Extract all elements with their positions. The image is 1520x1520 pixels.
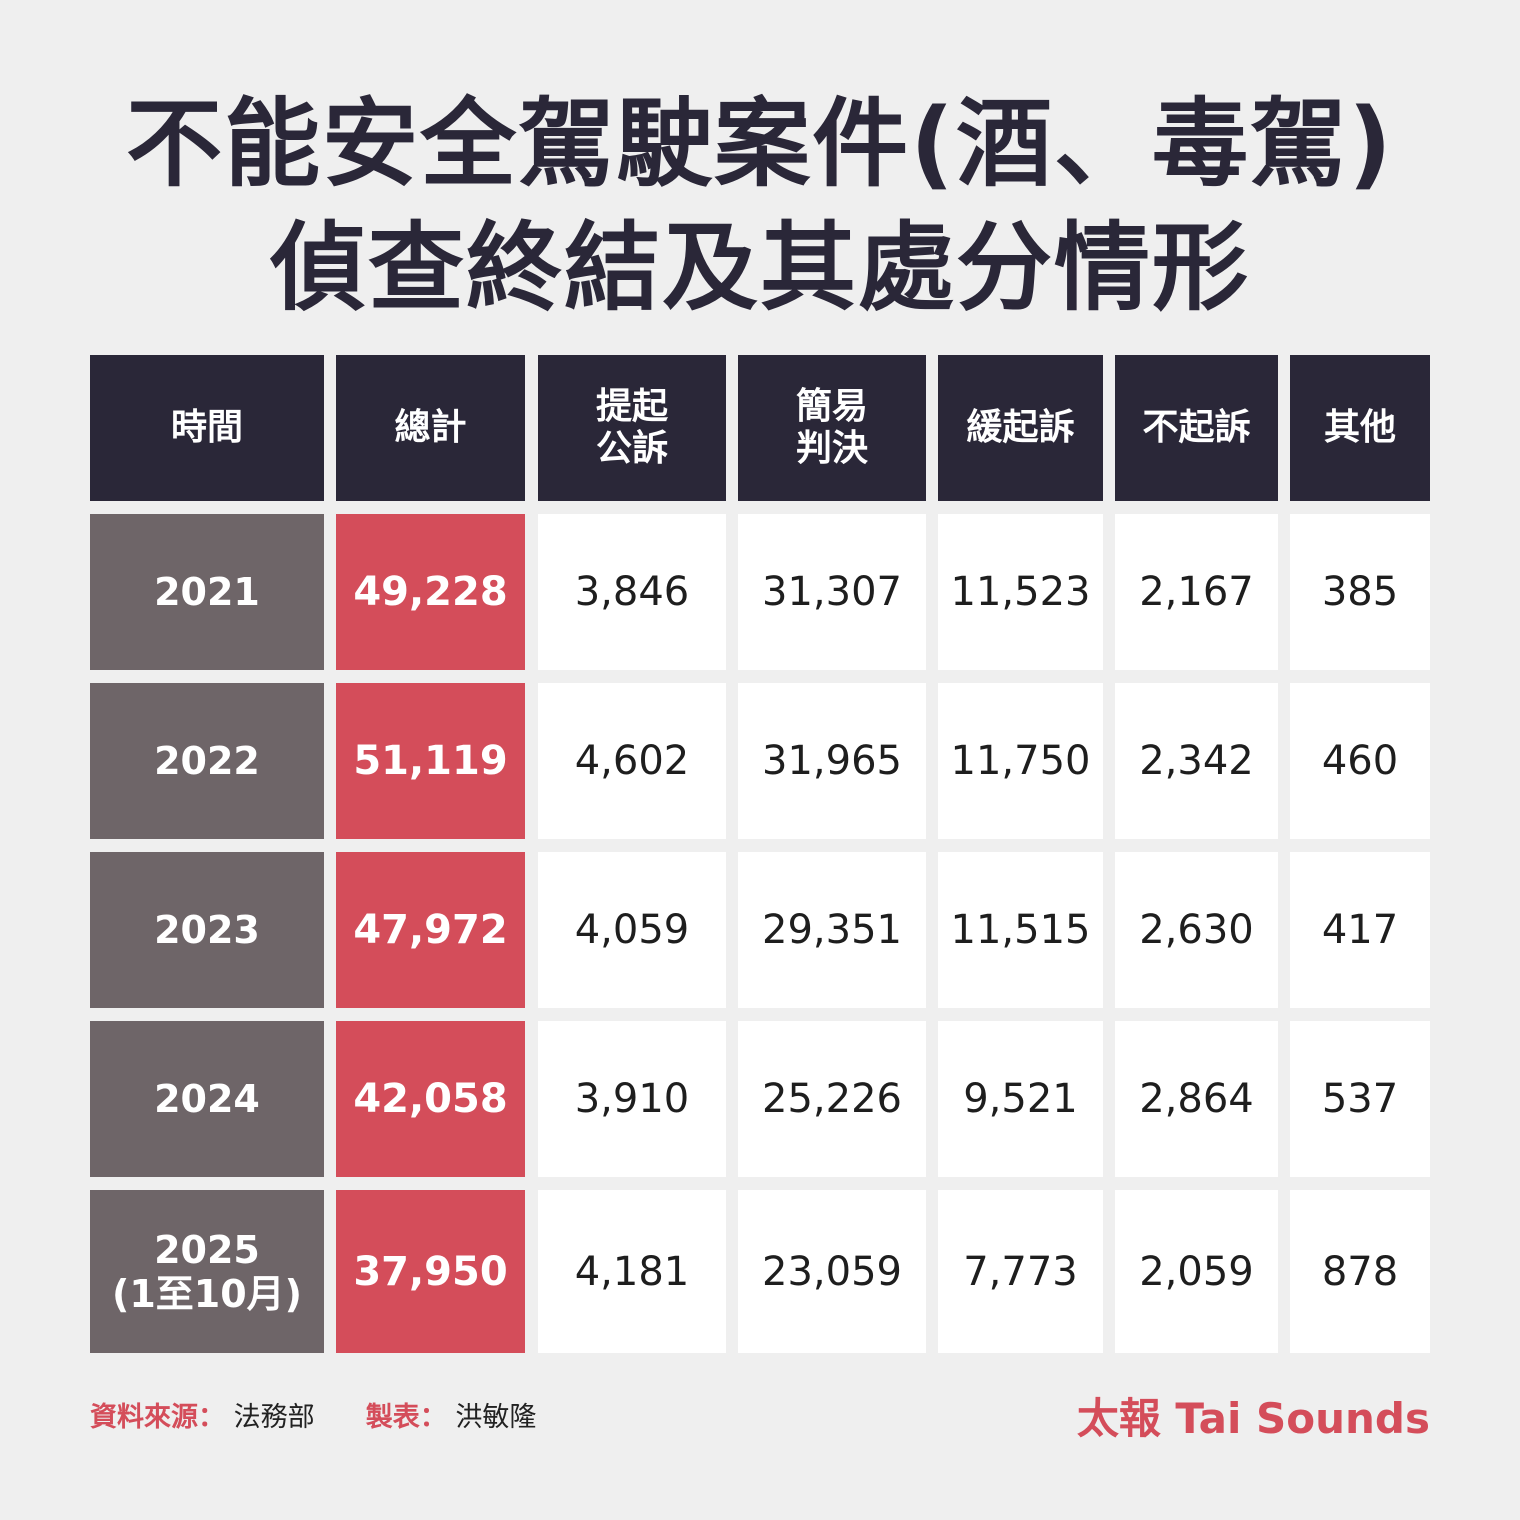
cell-non-prosecution: 2,342	[1115, 683, 1278, 839]
cell-indictment: 4,602	[538, 683, 726, 839]
cell-time: 2022	[90, 683, 324, 839]
header-non-prosecution: 不起訴	[1115, 355, 1278, 501]
header-indictment: 提起 公訴	[538, 355, 726, 501]
cell-total: 37,950	[336, 1190, 525, 1353]
cell-deferred-prosecution: 9,521	[938, 1021, 1103, 1177]
cell-other: 417	[1290, 852, 1430, 1008]
brand-logo: 太報 Tai Sounds	[1076, 1394, 1430, 1443]
header-time: 時間	[90, 355, 324, 501]
header-summary-judgment: 簡易 判決	[738, 355, 926, 501]
cell-total: 47,972	[336, 852, 525, 1008]
header-other: 其他	[1290, 355, 1430, 501]
page-title: 不能安全駕駛案件(酒、毒駕) 偵查終結及其處分情形	[0, 82, 1520, 330]
cell-non-prosecution: 2,630	[1115, 852, 1278, 1008]
cell-other: 385	[1290, 514, 1430, 670]
cell-indictment: 4,181	[538, 1190, 726, 1353]
cell-total: 49,228	[336, 514, 525, 670]
cell-other: 878	[1290, 1190, 1430, 1353]
cell-summary-judgment: 25,226	[738, 1021, 926, 1177]
footer-credits: 資料來源： 法務部 製表： 洪敏隆	[90, 1395, 536, 1434]
cell-summary-judgment: 23,059	[738, 1190, 926, 1353]
title-line-2: 偵查終結及其處分情形	[270, 212, 1250, 324]
cell-indictment: 4,059	[538, 852, 726, 1008]
cell-time: 2024	[90, 1021, 324, 1177]
cell-deferred-prosecution: 11,515	[938, 852, 1103, 1008]
cell-non-prosecution: 2,059	[1115, 1190, 1278, 1353]
cell-indictment: 3,910	[538, 1021, 726, 1177]
cell-other: 537	[1290, 1021, 1430, 1177]
cell-time: 2023	[90, 852, 324, 1008]
source-label: 資料來源：	[90, 1402, 225, 1433]
cell-total: 51,119	[336, 683, 525, 839]
cell-non-prosecution: 2,864	[1115, 1021, 1278, 1177]
maker-value: 洪敏隆	[455, 1402, 537, 1433]
cell-total: 42,058	[336, 1021, 525, 1177]
cell-summary-judgment: 31,307	[738, 514, 926, 670]
cell-deferred-prosecution: 11,750	[938, 683, 1103, 839]
cell-summary-judgment: 31,965	[738, 683, 926, 839]
title-line-1: 不能安全駕駛案件(酒、毒駕)	[126, 88, 1394, 200]
header-total: 總計	[336, 355, 525, 501]
maker-label: 製表：	[365, 1402, 447, 1433]
cell-time: 2021	[90, 514, 324, 670]
source-value: 法務部	[233, 1402, 315, 1433]
header-deferred-prosecution: 緩起訴	[938, 355, 1103, 501]
cell-summary-judgment: 29,351	[738, 852, 926, 1008]
cell-non-prosecution: 2,167	[1115, 514, 1278, 670]
cell-other: 460	[1290, 683, 1430, 839]
cell-time: 2025 (1至10月)	[90, 1190, 324, 1353]
cell-indictment: 3,846	[538, 514, 726, 670]
cell-deferred-prosecution: 7,773	[938, 1190, 1103, 1353]
cell-deferred-prosecution: 11,523	[938, 514, 1103, 670]
